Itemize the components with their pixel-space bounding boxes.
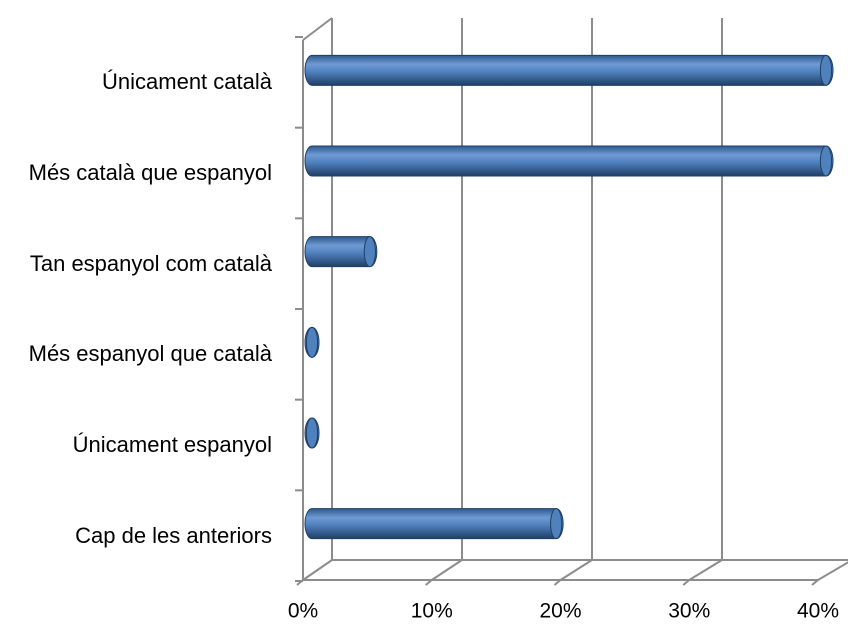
x-tick-label: 30% xyxy=(668,600,710,623)
bar xyxy=(304,326,320,358)
x-tick-label: 40% xyxy=(797,600,839,623)
floor-grid xyxy=(302,559,333,581)
x-tick xyxy=(425,579,433,586)
bar xyxy=(304,54,834,86)
y-tick-label: Més català que espanyol xyxy=(28,160,272,185)
x-tick xyxy=(682,579,690,586)
y-tick-label: Més espanyol que català xyxy=(28,341,272,367)
bar-body xyxy=(304,508,564,540)
bar xyxy=(304,508,564,540)
floor-grid xyxy=(688,559,723,581)
y-tick-label: Tan espanyol com català xyxy=(29,250,272,276)
bar xyxy=(304,145,834,177)
x-tick-label: 0% xyxy=(288,600,318,623)
bar-body xyxy=(304,145,834,177)
y-tick-label: Cap de les anteriors xyxy=(75,522,272,548)
bar-body xyxy=(304,54,834,86)
bar-cap xyxy=(363,236,376,268)
floor-grid xyxy=(817,561,848,581)
x-tick xyxy=(553,579,562,586)
x-tick-label: 20% xyxy=(539,600,581,623)
floor-grid xyxy=(431,559,463,581)
bar xyxy=(304,417,320,449)
wall-edge xyxy=(302,17,333,41)
bar xyxy=(304,236,378,268)
bar-cap xyxy=(305,417,319,449)
bar-cap xyxy=(819,54,833,86)
x-tick xyxy=(811,579,819,586)
floor-grid xyxy=(559,559,593,581)
bar-cap xyxy=(305,326,319,358)
bar-cap xyxy=(819,145,833,177)
y-tick-label: Únicament català xyxy=(102,69,272,95)
y-tick-label: Únicament espanyol xyxy=(72,432,272,457)
x-tick-label: 10% xyxy=(411,600,453,623)
bar-cap xyxy=(550,508,563,540)
